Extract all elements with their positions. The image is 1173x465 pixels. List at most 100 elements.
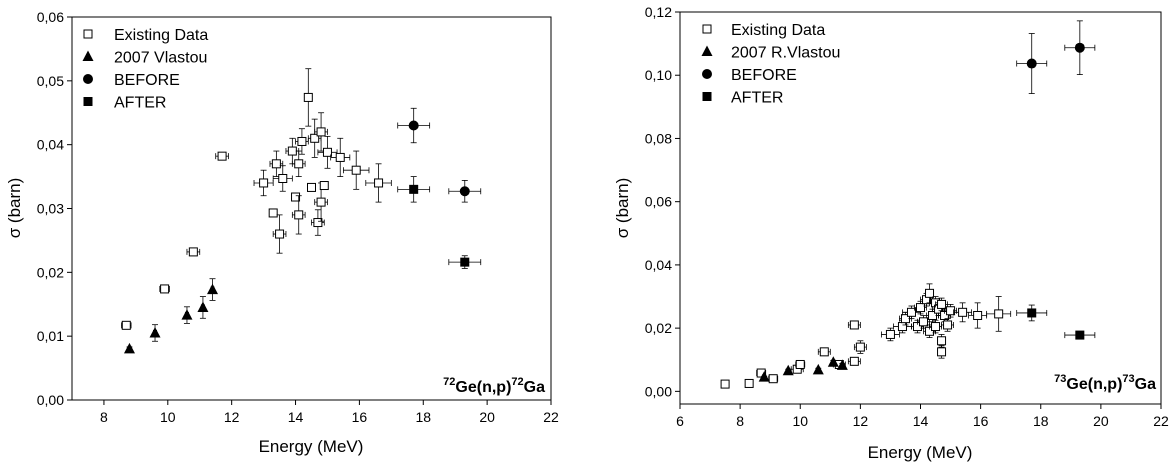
y-tick-label: 0,12 [645,4,672,20]
marker [925,288,935,298]
data-point [303,68,313,127]
data-point [291,150,306,177]
marker [849,356,859,366]
legend-marker [702,24,712,34]
chart-panel-72ge: 8 10 12 14 16 18 20 22 0,00 0,01 0,02 0,03 0,04 0,05… [5,9,559,456]
y-axis-title: σ (barn) [613,178,632,239]
legend-marker [701,45,713,56]
data-point [827,356,839,367]
marker [906,307,916,317]
marker [307,182,316,192]
marker [408,120,419,131]
data-point [929,319,942,334]
reaction-label: 72Ge(n,p)72Ga [443,376,545,396]
marker [937,347,947,357]
marker [931,322,941,332]
axis-ticks [67,16,552,405]
marker [121,320,131,330]
marker [217,151,227,161]
data-point [1016,33,1048,94]
marker [795,359,805,369]
marker [197,301,209,312]
legend-marker [83,29,93,39]
data-point [953,302,973,323]
series-existing-data [121,68,392,330]
legend-label: BEFORE [114,72,180,89]
marker [275,229,285,239]
y-tick-label: 0,01 [37,328,64,344]
series-2007-r-vlastou [758,356,848,382]
data-point [744,378,754,388]
marker [374,178,384,188]
marker [836,359,848,370]
data-point [314,112,328,152]
x-tick-label: 14 [913,413,929,429]
data-marks [121,68,482,354]
marker [271,159,281,169]
data-point [343,150,370,190]
legend-item: Existing Data [702,22,825,39]
y-tick-label: 0,02 [645,320,672,336]
marker [123,342,135,354]
data-point [847,356,861,366]
marker [268,208,278,218]
marker [303,92,313,102]
x-tick-label: 10 [160,409,176,425]
data-point [758,371,770,382]
data-point [397,176,431,203]
x-tick-labels: 6 8 10 12 14 16 18 20 22 [676,413,1169,429]
reaction-target: Ge(n,p) [455,379,511,396]
data-point [937,345,947,359]
reaction-label: 73Ge(n,p)73Ga [1054,373,1156,393]
marker [946,306,956,316]
marker [916,303,925,313]
y-tick-label: 0,06 [645,194,672,210]
data-point [268,208,278,218]
x-tick-label: 12 [853,413,869,429]
data-point [914,300,927,315]
data-point [941,318,954,332]
x-tick-label: 22 [1153,413,1169,429]
data-marks [720,20,1096,389]
reaction-mass-number: 73 [1054,373,1066,385]
data-point [307,182,316,192]
data-point [448,180,482,203]
legend-marker [702,69,712,79]
marker [744,378,754,388]
data-point [121,320,132,330]
legend-item: 2007 Vlastou [82,50,207,67]
marker [758,371,770,382]
y-tick-label: 0,05 [37,73,64,89]
legend-label: AFTER [731,90,783,107]
marker [335,152,345,162]
data-point [853,340,867,354]
y-tick-labels: 0,00 0,01 0,02 0,03 0,04 0,05 0,06 [37,9,64,408]
data-point [123,342,135,354]
marker [322,147,332,157]
data-point [944,304,957,318]
marker [319,181,329,191]
data-point [986,296,1012,332]
reaction-product: Ga [1135,376,1156,393]
x-tick-label: 18 [1033,413,1049,429]
marker [259,178,269,188]
data-point [448,255,482,269]
legend-item: AFTER [702,90,783,107]
x-tick-label: 6 [676,413,684,429]
legend-label: Existing Data [731,22,825,39]
y-tick-label: 0,08 [645,130,672,146]
x-tick-label: 22 [543,409,559,425]
data-point [307,118,322,158]
data-point [1064,20,1096,75]
legend-marker [82,50,94,61]
data-point [768,374,779,384]
x-tick-label: 16 [352,409,368,425]
legend-item: BEFORE [702,67,797,84]
data-point [291,195,306,235]
legend-marker [702,92,712,101]
marker [278,173,288,183]
marker [885,329,895,339]
x-tick-label: 20 [1093,413,1109,429]
y-tick-label: 0,00 [645,383,672,399]
